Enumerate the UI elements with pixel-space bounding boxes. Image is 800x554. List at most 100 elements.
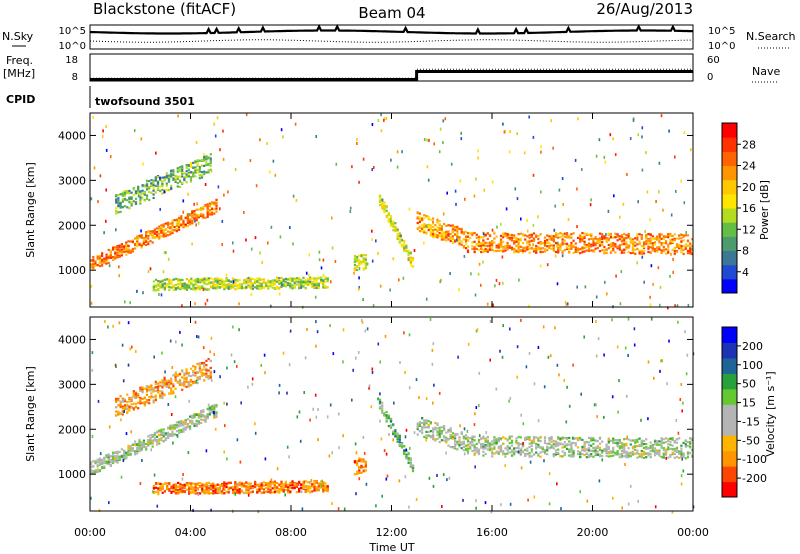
power-cell	[557, 247, 560, 250]
velocity-cell	[324, 488, 327, 491]
power-cell	[541, 241, 544, 245]
velocity-cell	[160, 428, 163, 431]
power-cell	[234, 278, 237, 281]
power-cell	[201, 279, 204, 282]
velocity-cell	[550, 437, 553, 441]
velocity-cell	[125, 451, 128, 454]
power-cell	[471, 245, 474, 248]
power-cell	[170, 281, 173, 284]
power-cell	[477, 248, 481, 251]
power-cell	[585, 244, 588, 247]
power-cell	[678, 234, 681, 237]
power-cell	[216, 277, 219, 280]
power-cell	[427, 229, 430, 232]
power-cell	[625, 247, 628, 250]
velocity-cell	[469, 447, 472, 450]
power-scatter-cell	[410, 263, 412, 267]
power-cell	[119, 193, 122, 196]
velocity-cell	[221, 490, 224, 493]
power-cell	[616, 233, 619, 236]
velocity-cell	[179, 491, 182, 494]
velocity-cell	[458, 436, 461, 439]
freq-lines	[90, 68, 693, 81]
power-cell	[240, 287, 243, 290]
velocity-cell	[581, 445, 584, 448]
velocity-cell	[443, 439, 446, 442]
velocity-cell	[182, 427, 185, 430]
velocity-cell	[174, 376, 177, 379]
power-cell	[579, 235, 582, 238]
velocity-cell	[116, 451, 119, 454]
velocity-cell	[568, 448, 571, 451]
power-cell	[148, 180, 151, 183]
power-cell	[236, 279, 239, 282]
velocity-cell	[462, 445, 465, 449]
power-cell	[640, 233, 643, 237]
power-cell	[517, 242, 520, 245]
power-cell	[198, 170, 201, 173]
velocity-cell	[171, 430, 174, 433]
power-scatter-cell	[649, 303, 652, 307]
velocity-cell	[132, 408, 135, 411]
power-cell	[163, 189, 166, 192]
power-cell	[186, 213, 189, 216]
power-cell	[645, 242, 648, 246]
power-scatter-cell	[149, 267, 152, 271]
power-cell	[517, 240, 520, 243]
velocity-cell	[200, 415, 203, 418]
power-cell	[510, 246, 514, 249]
power-cell	[640, 251, 643, 255]
power-cell	[114, 255, 117, 259]
velocity-cell	[156, 431, 159, 434]
power-ytick-label: 1000	[58, 264, 86, 277]
power-scatter-cell	[492, 303, 494, 307]
power-cell	[159, 286, 162, 289]
power-cell	[662, 235, 665, 238]
power-scatter-cell	[243, 211, 245, 214]
velocity-cell	[177, 481, 180, 484]
velocity-cell	[191, 422, 194, 425]
velocity-cell	[497, 452, 500, 455]
power-cell	[618, 248, 621, 251]
velocity-cell	[447, 444, 450, 447]
velocity-cell	[458, 440, 461, 443]
power-scatter-cell	[254, 236, 257, 240]
power-cell	[482, 249, 485, 252]
power-cell	[656, 250, 659, 253]
power-cell	[315, 285, 318, 288]
nave-tick-top: 60	[707, 55, 720, 66]
velocity-cell	[182, 430, 185, 433]
power-cell	[178, 228, 181, 231]
power-scatter-cell	[528, 115, 530, 119]
power-cell	[171, 219, 174, 222]
power-cell	[194, 278, 197, 281]
power-scatter-cell	[181, 304, 183, 308]
power-cell	[486, 250, 489, 253]
velocity-cell	[497, 437, 500, 440]
velocity-cell	[260, 484, 263, 487]
power-cell	[640, 237, 643, 240]
power-cell	[140, 246, 143, 249]
power-cell	[158, 225, 161, 228]
power-cell	[583, 243, 586, 246]
power-cell	[451, 224, 454, 227]
velocity-cell	[150, 387, 153, 390]
power-cell	[576, 250, 580, 253]
velocity-cell	[416, 423, 419, 426]
noise-sky-line	[89, 24, 694, 35]
power-cell	[519, 237, 522, 240]
velocity-cell	[473, 453, 476, 456]
power-cell	[105, 262, 108, 265]
velocity-cell	[306, 481, 309, 484]
power-cell	[389, 221, 393, 224]
velocity-cell	[291, 486, 294, 489]
power-cell	[193, 216, 196, 219]
power-cell	[236, 287, 239, 290]
power-band-2	[152, 276, 329, 292]
velocity-cell	[170, 380, 173, 383]
velocity-cell	[149, 437, 152, 440]
velocity-cell	[396, 440, 399, 443]
velocity-cell	[245, 489, 248, 492]
power-cell	[653, 243, 657, 246]
power-cell	[530, 233, 533, 236]
